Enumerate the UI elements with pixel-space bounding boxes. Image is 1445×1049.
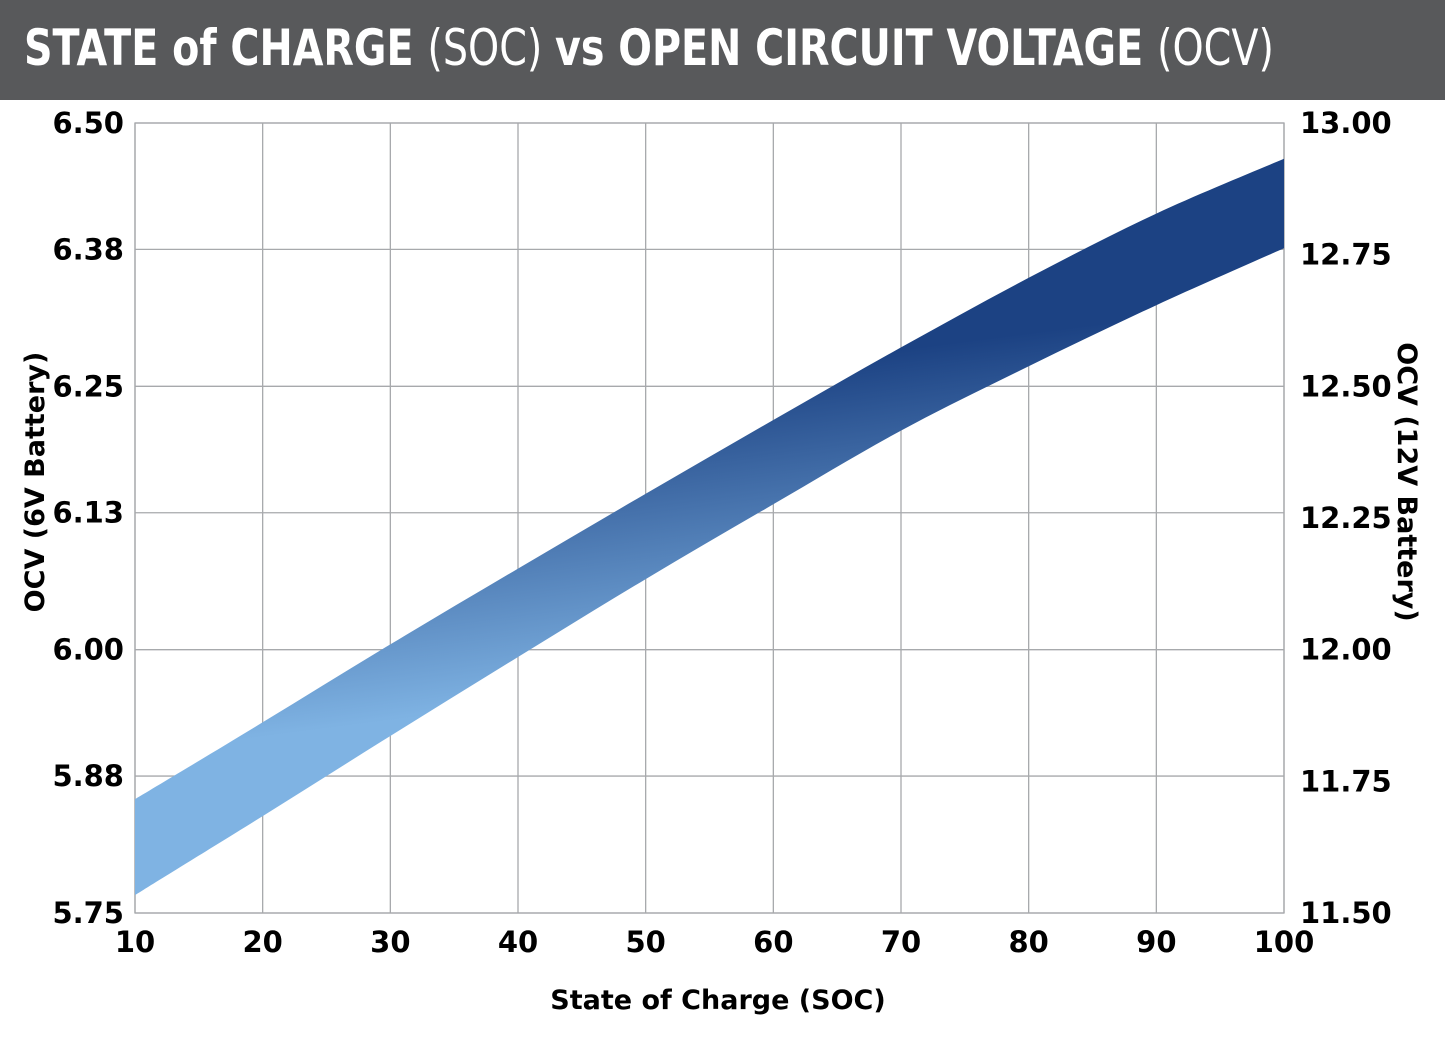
y-right-tick-label: 12.50 (1300, 369, 1392, 403)
x-tick-label: 10 (115, 925, 155, 959)
x-tick-label: 70 (881, 925, 921, 959)
chart-header: STATE of CHARGE (SOC) vs OPEN CIRCUIT VO… (0, 0, 1445, 100)
x-tick-label: 40 (498, 925, 538, 959)
plot-frame (134, 122, 1285, 914)
title-part: vs (555, 19, 619, 77)
y-axis-left-title: OCV (6V Battery) (20, 352, 51, 613)
y-axis-left-ticks: 5.75 5.88 6.00 6.13 6.25 6.38 6.50 (52, 106, 124, 930)
y-right-tick-label: 12.00 (1300, 633, 1392, 667)
x-tick-label: 50 (625, 925, 665, 959)
x-tick-label: 90 (1136, 925, 1176, 959)
y-axis-right-title: OCV (12V Battery) (1391, 342, 1422, 621)
y-axis-right-ticks: 11.50 11.75 12.00 12.25 12.50 12.75 13.00 (1300, 106, 1392, 930)
y-left-tick-label: 6.50 (52, 106, 124, 140)
x-tick-label: 80 (1008, 925, 1048, 959)
title-part: STATE of CHARGE (24, 19, 428, 77)
y-right-tick-label: 13.00 (1300, 106, 1392, 140)
y-left-tick-label: 5.88 (52, 759, 124, 793)
y-right-tick-label: 12.25 (1300, 501, 1392, 535)
x-tick-label: 30 (370, 925, 410, 959)
y-right-tick-label: 12.75 (1300, 238, 1392, 272)
x-axis-ticks: 10 20 30 40 50 60 70 80 90 100 (115, 925, 1314, 959)
y-right-tick-label: 11.50 (1300, 896, 1392, 930)
y-left-tick-label: 6.13 (52, 496, 124, 530)
x-tick-label: 60 (753, 925, 793, 959)
y-right-tick-label: 11.75 (1300, 764, 1392, 798)
ocv-band (135, 158, 1284, 896)
x-tick-label: 20 (242, 925, 282, 959)
y-left-tick-label: 5.75 (52, 896, 124, 930)
title-part: OPEN CIRCUIT VOLTAGE (618, 19, 1157, 77)
x-tick-label: 100 (1254, 925, 1315, 959)
y-left-tick-label: 6.38 (52, 232, 124, 266)
chart-title: STATE of CHARGE (SOC) vs OPEN CIRCUIT VO… (24, 14, 1274, 82)
y-left-tick-label: 6.25 (52, 369, 124, 403)
x-axis-title: State of Charge (SOC) (550, 985, 885, 1016)
y-left-tick-label: 6.00 (52, 633, 124, 667)
title-part: (SOC) (427, 19, 556, 77)
title-part: (OCV) (1156, 19, 1274, 77)
